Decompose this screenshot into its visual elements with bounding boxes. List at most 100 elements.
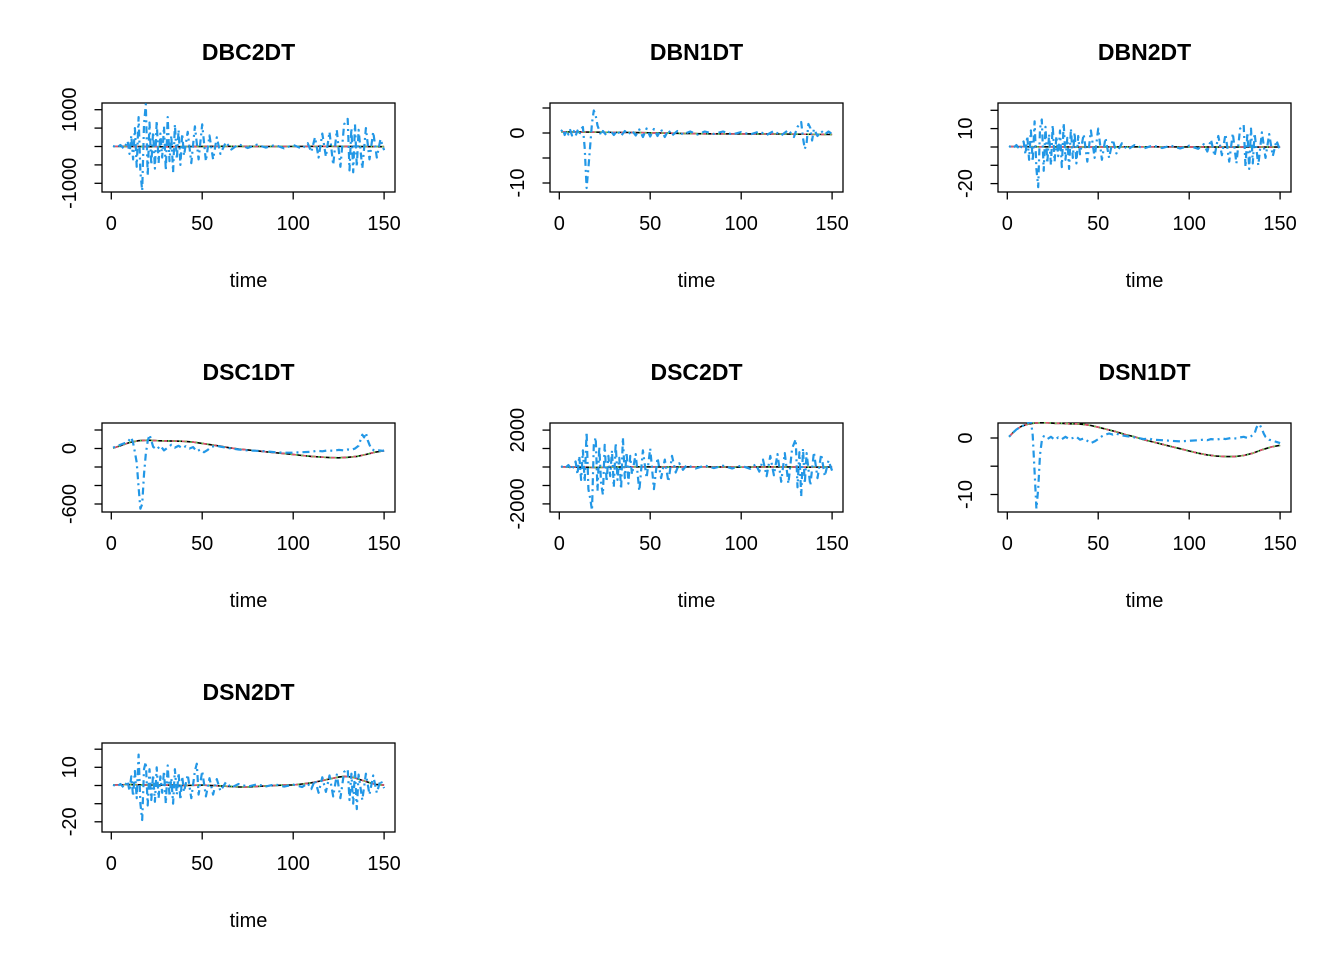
plot-svg-DBN2DT: DBN2DT 0 50 100 150 time 10 -20 — [955, 39, 1297, 292]
x-axis-title: time — [1126, 270, 1164, 292]
x-tick-label: 150 — [367, 853, 400, 875]
panel-DSC2DT: DSC2DT 0 50 100 150 time 2000 -2000 — [448, 320, 896, 640]
series-line-blue-dashdot — [112, 753, 386, 822]
plot-title: DSN2DT — [202, 679, 294, 705]
series-group — [112, 103, 386, 192]
y-tick-label: 0 — [59, 443, 81, 454]
y-tick-label: 10 — [955, 117, 977, 139]
y-tick-label: -10 — [507, 169, 529, 198]
series-line-blue-dashdot — [1008, 118, 1282, 189]
x-axis: 0 50 100 150 time — [1002, 192, 1297, 292]
plot-frame — [997, 422, 1292, 513]
series-group — [112, 431, 385, 510]
x-tick-label: 0 — [106, 213, 117, 235]
series-group — [1008, 118, 1282, 189]
y-tick-label: 1000 — [59, 87, 81, 132]
y-axis: 10 -20 — [955, 109, 998, 198]
x-tick-label: 150 — [367, 213, 400, 235]
x-axis: 0 50 100 150 time — [554, 192, 849, 292]
series-line-blue-dashdot — [560, 430, 834, 512]
y-tick-label: -20 — [59, 807, 81, 836]
series-line-blue-dashdot — [1008, 422, 1281, 510]
x-axis: 0 50 100 150 time — [106, 192, 401, 292]
y-tick-label: 0 — [507, 127, 529, 138]
series-line-blue-dashdot — [112, 431, 385, 510]
x-tick-label: 0 — [554, 533, 565, 555]
y-tick-label: -1000 — [59, 158, 81, 209]
series-group — [560, 109, 833, 190]
series-group — [1008, 422, 1281, 510]
series-line-green-dotted — [113, 145, 385, 148]
plot-title: DBC2DT — [202, 39, 295, 65]
plot-title: DSN1DT — [1098, 359, 1190, 385]
series-line-blue-dashdot — [112, 103, 386, 192]
x-axis-title: time — [230, 590, 268, 612]
y-tick-label: -20 — [955, 169, 977, 198]
y-tick-label: 0 — [955, 432, 977, 443]
y-tick-label: 10 — [59, 756, 81, 778]
plot-frame — [101, 422, 396, 513]
x-tick-label: 100 — [277, 213, 310, 235]
x-tick-label: 100 — [725, 533, 758, 555]
x-tick-label: 100 — [277, 533, 310, 555]
y-tick-label: -600 — [59, 484, 81, 524]
x-tick-label: 0 — [1002, 213, 1013, 235]
series-line-black-solid — [112, 439, 385, 459]
x-tick-label: 100 — [725, 213, 758, 235]
x-tick-label: 150 — [815, 213, 848, 235]
y-tick-label: 2000 — [507, 408, 529, 453]
x-axis-title: time — [678, 270, 716, 292]
x-tick-label: 50 — [191, 853, 213, 875]
series-group — [112, 753, 386, 822]
x-tick-label: 50 — [639, 213, 661, 235]
plot-title: DBN2DT — [1098, 39, 1191, 65]
x-axis-title: time — [678, 590, 716, 612]
panel-DSN2DT: DSN2DT 0 50 100 150 time 10 -20 — [0, 640, 448, 960]
x-tick-label: 0 — [106, 533, 117, 555]
series-line-red-dashed — [112, 439, 385, 459]
y-axis: 0 -10 — [955, 432, 998, 509]
x-tick-label: 0 — [554, 213, 565, 235]
panel-DBN1DT: DBN1DT 0 50 100 150 time 0 -10 — [448, 0, 896, 320]
x-tick-label: 100 — [1173, 533, 1206, 555]
plot-title: DSC1DT — [202, 359, 294, 385]
x-tick-label: 150 — [1263, 213, 1296, 235]
series-line-green-dotted — [112, 439, 385, 459]
panel-DBN2DT: DBN2DT 0 50 100 150 time 10 -20 — [896, 0, 1344, 320]
x-tick-label: 50 — [639, 533, 661, 555]
series-line-blue-dashdot — [560, 109, 833, 190]
x-axis: 0 50 100 150 time — [1002, 512, 1297, 612]
plot-svg-DSN1DT: DSN1DT 0 50 100 150 time 0 -10 — [955, 359, 1297, 612]
y-tick-label: -2000 — [507, 478, 529, 529]
x-tick-label: 150 — [815, 533, 848, 555]
plot-title: DBN1DT — [650, 39, 743, 65]
y-axis: 0 -10 — [507, 107, 550, 198]
x-tick-label: 50 — [191, 213, 213, 235]
x-tick-label: 100 — [1173, 213, 1206, 235]
x-tick-label: 150 — [1263, 533, 1296, 555]
plot-frame — [101, 102, 396, 193]
x-axis-title: time — [230, 910, 268, 932]
series-group — [560, 430, 834, 512]
plot-title: DSC2DT — [650, 359, 742, 385]
panel-DBC2DT: DBC2DT 0 50 100 150 time 1000 -1000 — [0, 0, 448, 320]
x-tick-label: 150 — [367, 533, 400, 555]
y-axis: 2000 -2000 — [507, 408, 550, 529]
plot-svg-DSC1DT: DSC1DT 0 50 100 150 time 0 -600 — [59, 359, 401, 612]
x-tick-label: 0 — [106, 853, 117, 875]
x-axis-title: time — [230, 270, 268, 292]
x-axis: 0 50 100 150 time — [554, 512, 849, 612]
x-tick-label: 100 — [277, 853, 310, 875]
y-axis: 1000 -1000 — [59, 87, 102, 209]
plot-svg-DSN2DT: DSN2DT 0 50 100 150 time 10 -20 — [59, 679, 401, 932]
panel-DSN1DT: DSN1DT 0 50 100 150 time 0 -10 — [896, 320, 1344, 640]
plot-svg-DBC2DT: DBC2DT 0 50 100 150 time 1000 -1000 — [59, 39, 401, 292]
plot-frame — [101, 742, 396, 833]
x-axis-title: time — [1126, 590, 1164, 612]
plot-frame — [549, 102, 844, 193]
panel-DSC1DT: DSC1DT 0 50 100 150 time 0 -600 — [0, 320, 448, 640]
x-tick-label: 50 — [191, 533, 213, 555]
x-tick-label: 0 — [1002, 533, 1013, 555]
plot-svg-DBN1DT: DBN1DT 0 50 100 150 time 0 -10 — [507, 39, 849, 292]
